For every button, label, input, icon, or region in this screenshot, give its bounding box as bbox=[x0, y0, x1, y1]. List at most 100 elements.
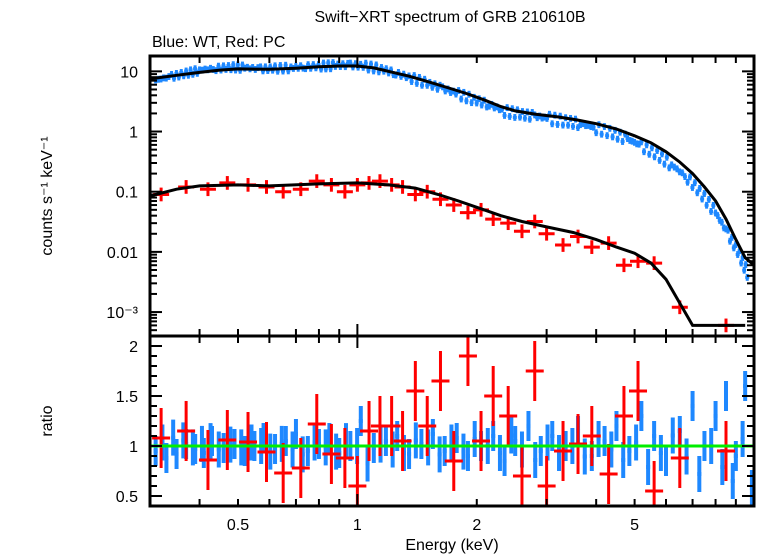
y-tick-label: 1 bbox=[129, 125, 138, 142]
data-point bbox=[409, 78, 414, 85]
data-point bbox=[662, 160, 667, 168]
y-tick-label: 0.5 bbox=[116, 489, 138, 506]
data-point bbox=[615, 135, 620, 143]
data-point bbox=[474, 99, 479, 107]
data-point bbox=[730, 463, 735, 499]
data-point bbox=[720, 449, 725, 485]
data-point bbox=[414, 79, 419, 87]
data-point bbox=[726, 226, 731, 234]
y-tick-label: 10 bbox=[120, 64, 138, 81]
data-point bbox=[459, 205, 476, 220]
data-point bbox=[499, 386, 518, 446]
data-point bbox=[658, 435, 663, 471]
data-point bbox=[647, 150, 652, 158]
data-point bbox=[472, 421, 477, 457]
data-point bbox=[739, 259, 744, 267]
data-point bbox=[702, 190, 707, 197]
data-point bbox=[627, 436, 632, 466]
x-tick-label: 1 bbox=[353, 517, 362, 534]
data-point bbox=[484, 366, 503, 426]
data-point bbox=[307, 394, 326, 454]
data-point bbox=[700, 195, 705, 203]
data-point bbox=[641, 148, 646, 156]
data-point bbox=[704, 201, 709, 209]
data-point bbox=[393, 411, 412, 471]
data-point bbox=[199, 425, 204, 462]
data-point bbox=[629, 361, 648, 421]
data-point bbox=[670, 428, 689, 488]
data-point bbox=[538, 436, 543, 466]
data-point bbox=[371, 433, 376, 463]
ratio-frame bbox=[148, 334, 756, 508]
data-point bbox=[599, 130, 604, 138]
data-point bbox=[219, 176, 236, 190]
data-point bbox=[690, 184, 695, 191]
data-point bbox=[550, 120, 555, 128]
data-point bbox=[164, 443, 169, 473]
chart-subtitle: Blue: WT, Red: PC bbox=[152, 34, 285, 51]
data-point bbox=[193, 65, 198, 73]
data-point bbox=[620, 138, 625, 145]
data-point bbox=[512, 446, 531, 506]
data-point bbox=[724, 381, 729, 411]
data-point bbox=[231, 61, 236, 69]
data-point bbox=[221, 433, 226, 463]
data-point bbox=[430, 83, 435, 91]
data-point bbox=[257, 422, 276, 482]
data-point bbox=[444, 431, 463, 491]
data-point bbox=[526, 214, 543, 229]
y-tick-label: 0.1 bbox=[116, 185, 138, 202]
data-point bbox=[171, 419, 176, 456]
ratio-panel: 0.5 1 2 5 2 1.5 1 0.5 bbox=[116, 334, 756, 534]
data-point bbox=[614, 386, 633, 446]
data-point bbox=[383, 426, 388, 456]
data-point bbox=[322, 424, 341, 484]
data-point bbox=[274, 443, 293, 503]
x-axis-label: Energy (keV) bbox=[405, 537, 498, 554]
data-point bbox=[479, 101, 484, 109]
y-tick-label: 10⁻³ bbox=[106, 305, 138, 322]
data-point bbox=[216, 431, 221, 468]
data-point bbox=[459, 95, 464, 103]
data-point bbox=[335, 428, 354, 488]
data-point bbox=[690, 391, 695, 421]
data-point bbox=[232, 429, 237, 459]
data-point bbox=[664, 153, 669, 161]
data-point bbox=[349, 177, 366, 192]
data-point bbox=[305, 436, 310, 466]
data-point bbox=[336, 184, 353, 199]
data-point bbox=[555, 238, 572, 252]
y-tick-label: 1.5 bbox=[116, 389, 138, 406]
y-axis-label-spectrum: counts s⁻¹ keV⁻¹ bbox=[39, 136, 56, 255]
data-point bbox=[740, 421, 745, 457]
data-point bbox=[469, 99, 474, 107]
data-point bbox=[560, 121, 565, 129]
data-point bbox=[555, 121, 560, 128]
x-tick-label: 5 bbox=[630, 517, 639, 534]
data-point bbox=[569, 414, 588, 474]
data-point bbox=[275, 184, 292, 199]
data-point bbox=[697, 456, 702, 492]
data-point bbox=[527, 115, 532, 123]
y-tick-label: 1 bbox=[129, 439, 138, 456]
data-point bbox=[599, 444, 618, 504]
data-point bbox=[458, 336, 477, 386]
data-point bbox=[582, 406, 601, 466]
data-point bbox=[649, 144, 654, 152]
data-point bbox=[621, 442, 626, 478]
data-point bbox=[407, 187, 424, 202]
data-point bbox=[472, 411, 491, 471]
data-point bbox=[538, 226, 555, 241]
data-point bbox=[308, 174, 325, 188]
data-point bbox=[291, 438, 310, 498]
data-point bbox=[517, 113, 522, 121]
data-point bbox=[509, 417, 514, 454]
data-point bbox=[273, 434, 278, 464]
data-point bbox=[152, 408, 171, 468]
data-point bbox=[533, 442, 538, 478]
data-point bbox=[218, 410, 237, 470]
data-point bbox=[664, 446, 669, 476]
spectrum-frame bbox=[148, 54, 756, 338]
data-point bbox=[717, 421, 736, 481]
